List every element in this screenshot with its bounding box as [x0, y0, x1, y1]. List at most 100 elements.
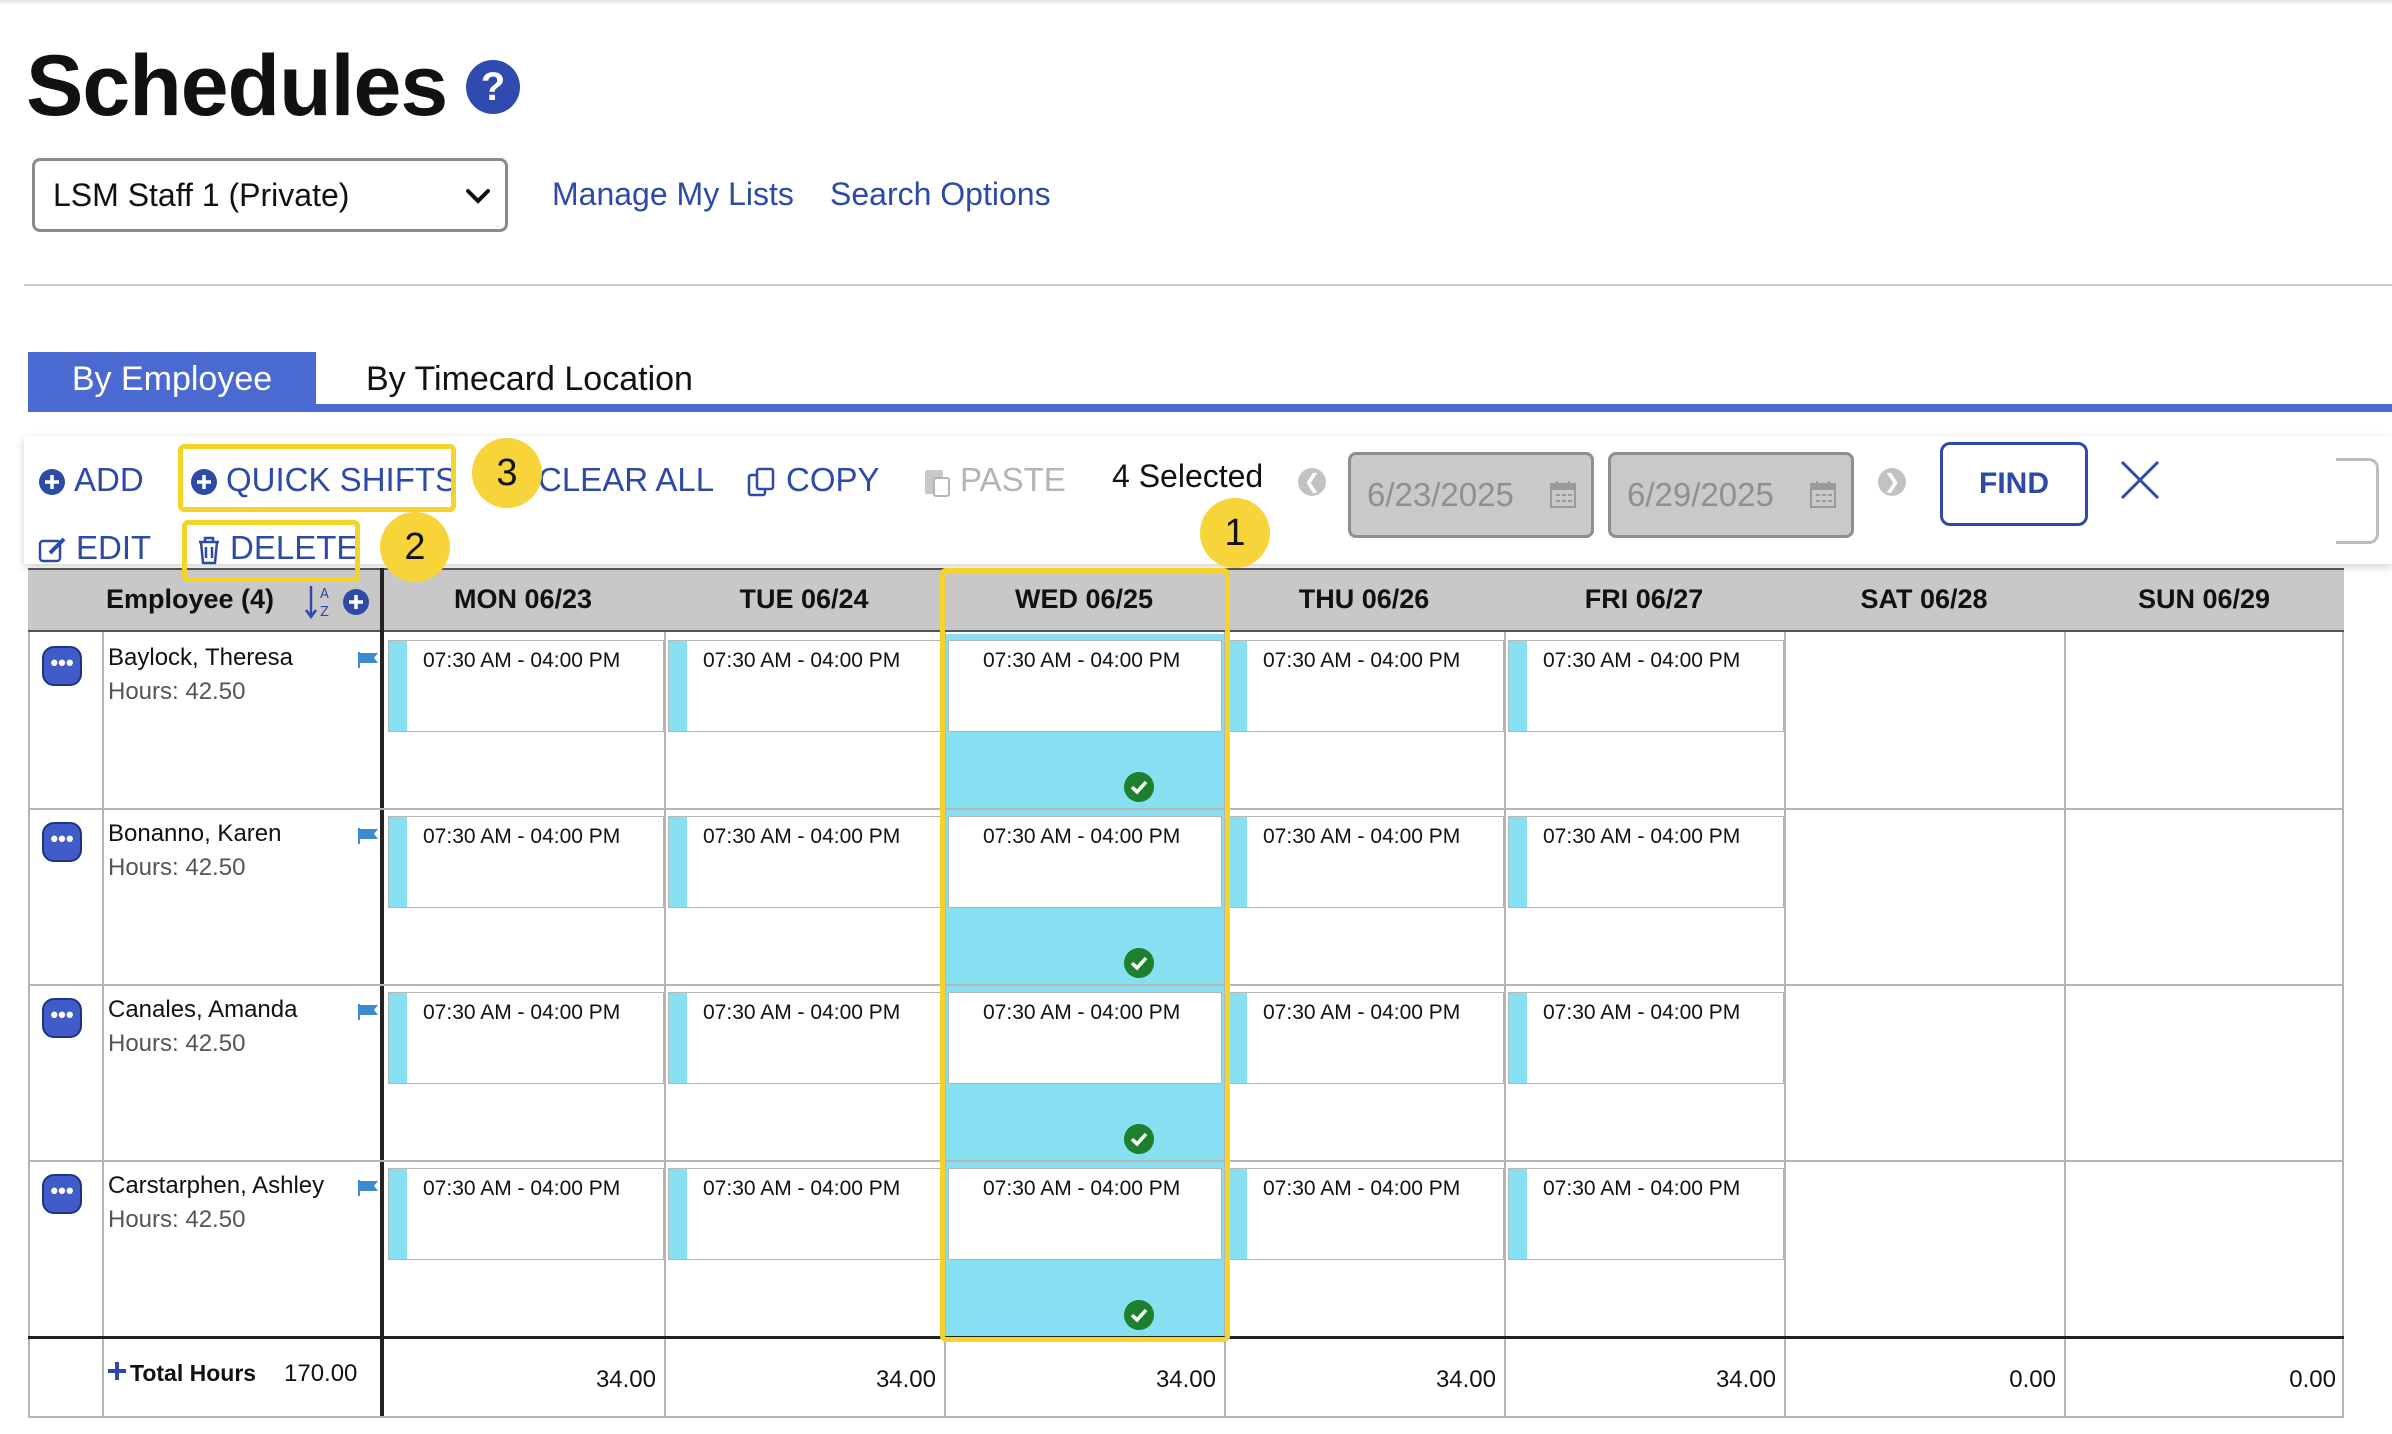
start-date-field[interactable]: 6/23/2025 [1348, 452, 1594, 538]
shift-card[interactable]: 07:30 AM - 04:00 PM [1228, 816, 1504, 908]
paste-label: PASTE [960, 461, 1066, 498]
total-hours-label: Total Hours [130, 1360, 257, 1386]
calendar-icon[interactable] [1549, 479, 1577, 509]
grid-line [664, 632, 666, 1418]
edit-label: EDIT [76, 529, 152, 566]
add-label: ADD [74, 461, 144, 498]
add-button[interactable]: ADD [38, 460, 144, 500]
day-header-wed: WED 06/25 [944, 568, 1224, 632]
add-employee-icon[interactable] [342, 588, 370, 616]
divider [24, 284, 2392, 286]
edit-button[interactable]: EDIT [38, 528, 151, 568]
highlight-wed-column [940, 568, 1230, 1342]
paste-button[interactable]: PASTE [922, 460, 1066, 500]
chevron-down-icon [466, 189, 490, 204]
delete-label: DELETE [230, 529, 359, 566]
day-header-mon: MON 06/23 [382, 568, 664, 632]
grid-line [2342, 632, 2344, 1418]
svg-text:Z: Z [320, 605, 329, 620]
start-date-value: 6/23/2025 [1367, 476, 1514, 513]
shift-card[interactable]: 07:30 AM - 04:00 PM [388, 1168, 664, 1260]
flag-icon [358, 1004, 378, 1020]
manage-lists-link[interactable]: Manage My Lists [552, 176, 794, 212]
schedule-grid: Employee (4) A Z MON 06/23 TUE 06/24 WED… [28, 568, 2344, 1418]
shift-card[interactable]: 07:30 AM - 04:00 PM [388, 816, 664, 908]
shift-card[interactable]: 07:30 AM - 04:00 PM [668, 640, 944, 732]
employee-name[interactable]: Baylock, Theresa [108, 644, 293, 671]
shift-card[interactable]: 07:30 AM - 04:00 PM [668, 1168, 944, 1260]
shift-time: 07:30 AM - 04:00 PM [423, 1001, 621, 1024]
help-icon[interactable]: ? [466, 60, 520, 114]
grid-line [2064, 632, 2066, 1418]
employee-hours: Hours: 42.50 [108, 1206, 246, 1233]
day-header-sat: SAT 06/28 [1784, 568, 2064, 632]
quick-shifts-button[interactable]: QUICK SHIFTS [190, 460, 457, 500]
highlight-delete [182, 520, 360, 582]
shift-card[interactable]: 07:30 AM - 04:00 PM [388, 640, 664, 732]
shift-card[interactable]: 07:30 AM - 04:00 PM [948, 1168, 1222, 1260]
clear-all-button[interactable]: CLEAR ALL [538, 460, 714, 500]
row-menu-button[interactable]: ••• [42, 822, 82, 862]
tab-by-timecard-location[interactable]: By Timecard Location [366, 360, 693, 398]
shift-card[interactable]: 07:30 AM - 04:00 PM [948, 640, 1222, 732]
paste-icon [925, 470, 950, 498]
shift-card[interactable]: 07:30 AM - 04:00 PM [948, 816, 1222, 908]
shift-card[interactable]: 07:30 AM - 04:00 PM [1508, 992, 1784, 1084]
day-header-thu: THU 06/26 [1224, 568, 1504, 632]
day-header-sun: SUN 06/29 [2064, 568, 2344, 632]
sort-az-icon[interactable]: A Z [304, 584, 338, 620]
shift-card[interactable]: 07:30 AM - 04:00 PM [1228, 1168, 1504, 1260]
delete-button[interactable]: DELETE [196, 528, 358, 568]
quick-shifts-label: QUICK SHIFTS [226, 461, 458, 498]
shift-card[interactable]: 07:30 AM - 04:00 PM [1508, 816, 1784, 908]
grid-line [1784, 632, 1786, 1418]
shift-time: 07:30 AM - 04:00 PM [703, 1001, 901, 1024]
callout-badge-3: 3 [472, 438, 542, 508]
edit-icon [38, 537, 66, 563]
shift-card[interactable]: 07:30 AM - 04:00 PM [668, 992, 944, 1084]
day-header-label: SUN 06/29 [2137, 584, 2271, 614]
shift-time: 07:30 AM - 04:00 PM [1543, 1001, 1741, 1024]
shift-time: 07:30 AM - 04:00 PM [983, 649, 1181, 672]
employee-name[interactable]: Canales, Amanda [108, 996, 298, 1023]
close-icon[interactable] [2118, 458, 2162, 502]
day-header-label: THU 06/26 [1298, 584, 1430, 614]
end-date-value: 6/29/2025 [1627, 476, 1774, 513]
shift-card[interactable]: 07:30 AM - 04:00 PM [1508, 640, 1784, 732]
day-total: 0.00 [2009, 1366, 2056, 1393]
expand-plus-icon[interactable] [106, 1360, 128, 1382]
shift-card[interactable]: 07:30 AM - 04:00 PM [1228, 640, 1504, 732]
shift-card[interactable]: 07:30 AM - 04:00 PM [1508, 1168, 1784, 1260]
day-header-fri: FRI 06/27 [1504, 568, 1784, 632]
list-select[interactable]: LSM Staff 1 (Private) [32, 158, 508, 232]
callout-badge-2: 2 [380, 512, 450, 582]
search-options-link[interactable]: Search Options [830, 176, 1051, 212]
callout-badge-1: 1 [1200, 498, 1270, 568]
find-button[interactable]: FIND [1940, 442, 2088, 526]
next-week-arrow-icon[interactable]: ❯ [1878, 468, 1906, 496]
shift-time: 07:30 AM - 04:00 PM [983, 825, 1181, 848]
end-date-field[interactable]: 6/29/2025 [1608, 452, 1854, 538]
employee-name[interactable]: Bonanno, Karen [108, 820, 282, 847]
copy-button[interactable]: COPY [746, 460, 880, 500]
employee-name[interactable]: Carstarphen, Ashley [108, 1172, 325, 1199]
calendar-icon[interactable] [1809, 479, 1837, 509]
shift-time: 07:30 AM - 04:00 PM [1263, 1001, 1461, 1024]
tab-by-employee[interactable]: By Employee [28, 352, 316, 406]
grid-line [380, 568, 384, 1418]
day-total: 34.00 [595, 1366, 656, 1393]
row-menu-button[interactable]: ••• [42, 998, 82, 1038]
row-menu-button[interactable]: ••• [42, 1174, 82, 1214]
shift-card[interactable]: 07:30 AM - 04:00 PM [1228, 992, 1504, 1084]
row-menu-button[interactable]: ••• [42, 646, 82, 686]
check-circle-icon [1124, 1124, 1154, 1154]
prev-week-arrow-icon[interactable]: ❮ [1298, 468, 1326, 496]
shift-card[interactable]: 07:30 AM - 04:00 PM [668, 816, 944, 908]
shift-card[interactable]: 07:30 AM - 04:00 PM [388, 992, 664, 1084]
shift-time: 07:30 AM - 04:00 PM [1263, 825, 1461, 848]
panel-edge-button[interactable] [2336, 458, 2379, 544]
flag-icon [358, 828, 378, 844]
shift-time: 07:30 AM - 04:00 PM [423, 649, 621, 672]
shift-time: 07:30 AM - 04:00 PM [703, 649, 901, 672]
shift-card[interactable]: 07:30 AM - 04:00 PM [948, 992, 1222, 1084]
